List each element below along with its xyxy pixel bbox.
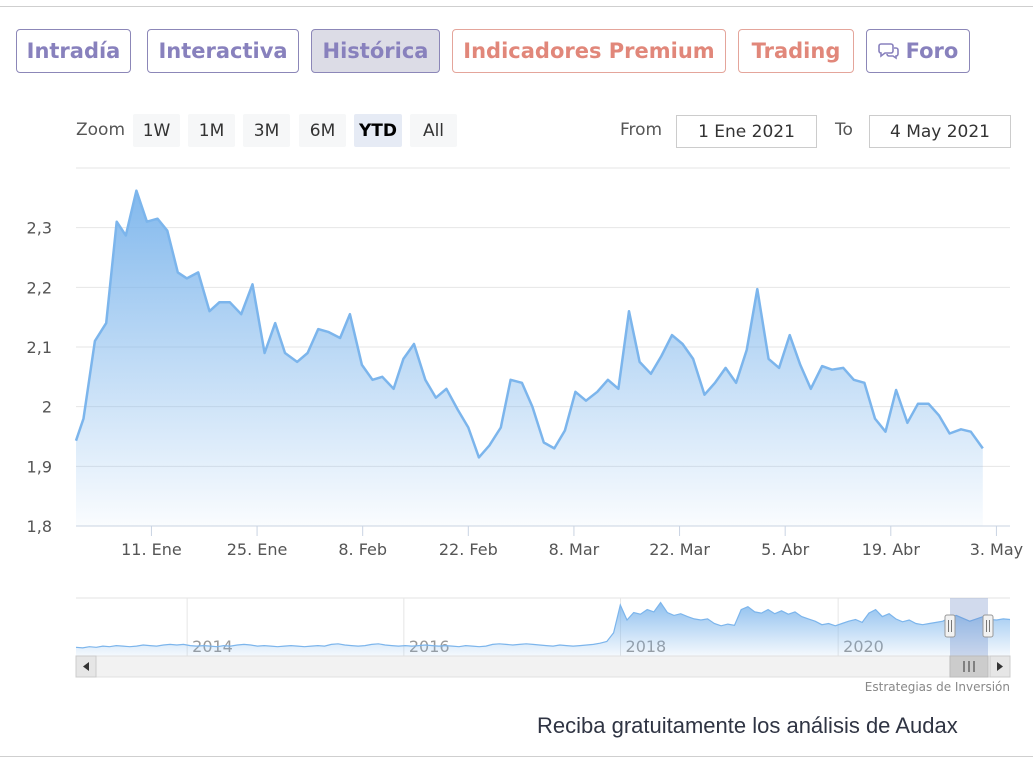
scrollbar-track[interactable] [75, 655, 1011, 678]
zoom-1w-button[interactable]: 1W [133, 114, 180, 147]
to-label: To [835, 120, 853, 140]
tab-label: Interactiva [158, 39, 288, 63]
from-date-input[interactable]: 1 Ene 2021 [676, 115, 817, 148]
price-chart: 1,8 1,9 2 2,1 2,2 2,3 11. Ene 25. Ene 8. Feb 22. … [27, 167, 1023, 678]
zoom-1m-button[interactable]: 1M [188, 114, 235, 147]
tab-trading[interactable]: Trading [738, 29, 854, 73]
scroll-left-arrow-icon [83, 662, 89, 671]
zoom-3m-button[interactable]: 3M [243, 114, 290, 147]
tab-intradia[interactable]: Intradía [16, 29, 131, 73]
from-label: From [620, 120, 663, 140]
to-date-input[interactable]: 4 May 2021 [869, 115, 1011, 148]
price-area [76, 190, 983, 526]
chart-credit[interactable]: Estrategias de Inversión [864, 680, 1010, 694]
x-tick-label: 11. Ene [121, 540, 182, 559]
zoom-label: Zoom [76, 120, 126, 140]
price-line [74, 189, 984, 459]
x-tick-label: 22. Mar [649, 540, 710, 559]
navigator-handle[interactable] [944, 614, 956, 638]
top-divider [0, 6, 1033, 7]
navigator-selection[interactable] [950, 598, 988, 656]
tab-label: Histórica [322, 39, 429, 63]
tab-indicadores-premium[interactable]: Indicadores Premium [452, 29, 726, 73]
y-tick-label: 2,1 [27, 338, 52, 357]
y-tick-label: 2,2 [27, 278, 52, 297]
scroll-right-arrow-icon [997, 662, 1003, 671]
y-tick-label: 1,9 [27, 457, 52, 476]
x-tick-label: 19. Abr [862, 540, 921, 559]
zoom-all-button[interactable]: All [410, 114, 457, 147]
x-tick-label: 5. Abr [761, 540, 809, 559]
navigator-line [75, 601, 1011, 649]
speech-bubbles-icon [877, 43, 899, 60]
y-tick-label: 1,8 [27, 517, 52, 536]
y-tick-label: 2 [42, 398, 52, 417]
tab-interactiva[interactable]: Interactiva [147, 29, 299, 73]
navigator-area [76, 602, 1010, 656]
x-tick-label: 8. Feb [338, 540, 387, 559]
navigator-handle[interactable] [982, 614, 994, 638]
x-tick-label: 25. Ene [227, 540, 288, 559]
y-tick-label: 2,3 [27, 219, 52, 238]
tab-historica[interactable]: Histórica [311, 29, 440, 73]
tab-foro[interactable]: Foro [866, 29, 970, 73]
zoom-ytd-button[interactable]: YTD [354, 114, 402, 147]
x-tick-label: 8. Mar [549, 540, 600, 559]
tab-label: Intradía [26, 39, 121, 63]
x-tick-label: 3. May [970, 540, 1023, 559]
tab-label: Foro [905, 39, 959, 63]
tab-label: Trading [751, 39, 841, 63]
x-tick-label: 22. Feb [439, 540, 498, 559]
tab-label: Indicadores Premium [463, 39, 715, 63]
promo-text[interactable]: Reciba gratuitamente los análisis de Aud… [537, 713, 958, 738]
bottom-divider [0, 756, 1033, 757]
zoom-6m-button[interactable]: 6M [299, 114, 346, 147]
